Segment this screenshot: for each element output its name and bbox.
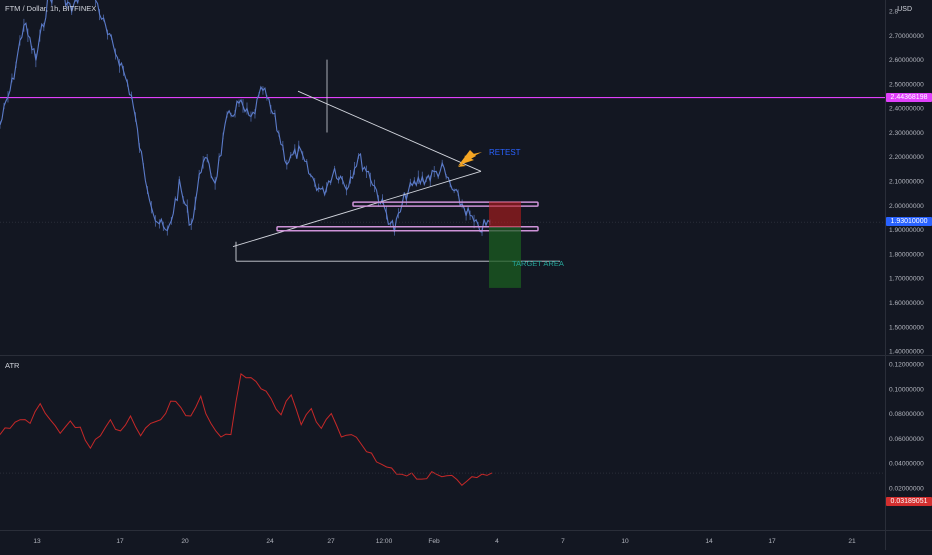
- price-tick-label: 2.30000000: [889, 130, 924, 137]
- ascending-trendline[interactable]: [232, 170, 482, 248]
- price-tick-label: 1.60000000: [889, 300, 924, 307]
- price-tick-label: 1.40000000: [889, 349, 924, 356]
- atr-tick-label: 0.12000000: [889, 362, 924, 369]
- time-tick-label: 14: [705, 538, 713, 545]
- atr-tick-label: 0.02000000: [889, 485, 924, 492]
- time-tick-label: 10: [621, 538, 629, 545]
- price-tick-label: 1.90000000: [889, 227, 924, 234]
- price-tick-label: 2.00000000: [889, 203, 924, 210]
- current-price-tag: 1.93010000: [886, 217, 932, 226]
- retest-annotation[interactable]: RETEST: [489, 148, 521, 157]
- price-tick-label: 1.80000000: [889, 251, 924, 258]
- lower-zone-rect[interactable]: [276, 225, 539, 232]
- time-tick-label: 20: [181, 538, 189, 545]
- target-zone[interactable]: [489, 227, 521, 288]
- time-tick-label: 13: [33, 538, 41, 545]
- price-tick-label: 2.10000000: [889, 179, 924, 186]
- stop-loss-zone[interactable]: [489, 201, 521, 228]
- atr-indicator-title[interactable]: ATR: [5, 361, 20, 370]
- atr-tick-label: 0.08000000: [889, 411, 924, 418]
- time-tick-label: Feb: [428, 538, 440, 545]
- price-tick-label: 1.70000000: [889, 276, 924, 283]
- time-tick-label: 7: [561, 538, 565, 545]
- time-tick-label: 27: [327, 538, 335, 545]
- atr-current-tag: 0.03189051: [886, 497, 932, 506]
- time-tick-label: 17: [116, 538, 124, 545]
- retest-arrow-head-icon: [458, 150, 476, 166]
- time-tick-label: 21: [848, 538, 856, 545]
- atr-tick-label: 0.04000000: [889, 461, 924, 468]
- price-tick-label: 2.60000000: [889, 57, 924, 64]
- currency-label[interactable]: USD: [897, 6, 912, 13]
- descending-trendline[interactable]: [297, 90, 482, 172]
- atr-tick-label: 0.06000000: [889, 436, 924, 443]
- target-area-annotation[interactable]: TARGET AREA: [512, 259, 564, 268]
- price-tick-label: 2.50000000: [889, 81, 924, 88]
- time-tick-label: 12:00: [376, 538, 393, 545]
- time-tick-label: 17: [768, 538, 776, 545]
- price-tick-label: 2.8: [889, 9, 898, 16]
- retest-arrow-icon: [458, 152, 482, 167]
- symbol-title[interactable]: FTM / Dollar, 1h, BITFINEX: [5, 4, 97, 13]
- time-tick-label: 24: [266, 538, 274, 545]
- price-tick-label: 1.50000000: [889, 324, 924, 331]
- time-tick-label: 4: [495, 538, 499, 545]
- price-tick-label: 2.20000000: [889, 154, 924, 161]
- price-tick-label: 2.70000000: [889, 33, 924, 40]
- price-series-line[interactable]: [0, 0, 491, 233]
- resistance-price-tag: 2.44368198: [886, 93, 932, 102]
- atr-series-line[interactable]: [0, 373, 493, 487]
- price-tick-label: 2.40000000: [889, 106, 924, 113]
- atr-tick-label: 0.10000000: [889, 386, 924, 393]
- upper-zone-rect[interactable]: [352, 201, 539, 207]
